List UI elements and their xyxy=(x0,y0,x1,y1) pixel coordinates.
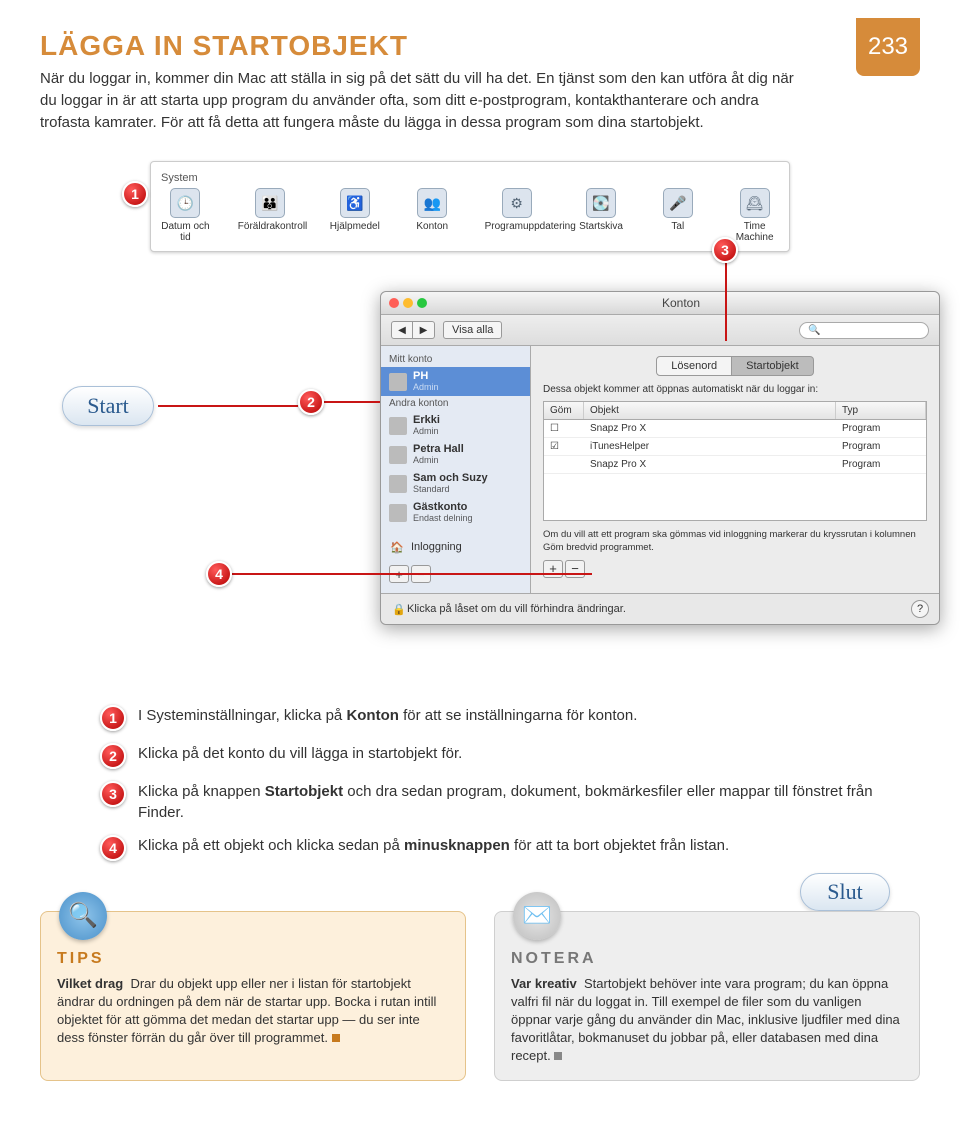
step-marker-1: 1 xyxy=(100,705,126,731)
my-account-label: Mitt konto xyxy=(381,352,530,367)
startup-table: Göm Objekt Typ ☐Snapz Pro XProgram ☑iTun… xyxy=(543,401,927,521)
table-row[interactable]: ☐Snapz Pro XProgram xyxy=(544,420,926,438)
lock-icon[interactable]: 🔒 xyxy=(391,601,407,617)
step-4-text: Klicka på ett objekt och klicka sedan på… xyxy=(138,835,729,856)
sys-parental[interactable]: 👪Föräldrakontroll xyxy=(238,188,302,243)
tips-body: Vilket drag Drar du objekt upp eller ner… xyxy=(57,975,449,1048)
magnifier-icon: 🔍 xyxy=(59,892,107,940)
tab-startup[interactable]: Startobjekt xyxy=(732,356,814,376)
start-badge: Start xyxy=(62,386,154,426)
step-1-text: I Systeminställningar, klicka på Konton … xyxy=(138,705,637,726)
step-3-text: Klicka på knappen Startobjekt och dra se… xyxy=(138,781,880,823)
end-square-icon xyxy=(332,1034,340,1042)
tips-heading: TIPS xyxy=(57,948,449,970)
accounts-sidebar: Mitt konto PHAdmin Andra konton ErkkiAdm… xyxy=(381,346,531,593)
tips-box: 🔍 TIPS Vilket drag Drar du objekt upp el… xyxy=(40,911,466,1080)
redline-2a xyxy=(158,405,298,407)
account-guest[interactable]: GästkontoEndast delning xyxy=(381,498,530,527)
notera-heading: NOTERA xyxy=(511,948,903,970)
table-row[interactable]: ☑iTunesHelperProgram xyxy=(544,438,926,456)
zoom-icon[interactable] xyxy=(417,298,427,308)
search-input[interactable]: 🔍 xyxy=(799,322,929,339)
redline-2b xyxy=(324,401,380,403)
hide-hint: Om du vill att ett program ska gömmas vi… xyxy=(543,529,927,554)
marker-3: 3 xyxy=(712,237,738,263)
system-panel: System 🕒Datum och tid 👪Föräldrakontroll … xyxy=(150,161,790,252)
screenshot-area: System 🕒Datum och tid 👪Föräldrakontroll … xyxy=(40,161,920,681)
step-marker-4: 4 xyxy=(100,835,126,861)
slut-badge: Slut xyxy=(800,873,890,911)
account-ph[interactable]: PHAdmin xyxy=(381,367,530,396)
marker-1: 1 xyxy=(122,181,148,207)
window-title: Konton xyxy=(431,296,931,310)
nav-back-forward[interactable]: ◀▶ xyxy=(391,321,435,339)
marker-4: 4 xyxy=(206,561,232,587)
lock-text: Klicka på låset om du vill förhindra änd… xyxy=(407,603,626,615)
help-icon[interactable]: ? xyxy=(911,600,929,618)
step-2-text: Klicka på det konto du vill lägga in sta… xyxy=(138,743,462,764)
tab-password[interactable]: Lösenord xyxy=(656,356,732,376)
startup-desc: Dessa objekt kommer att öppnas automatis… xyxy=(543,384,927,395)
intro-text: När du loggar in, kommer din Mac att stä… xyxy=(40,68,810,133)
login-options[interactable]: 🏠Inloggning xyxy=(381,533,530,561)
table-row[interactable]: Snapz Pro XProgram xyxy=(544,456,926,474)
account-sam[interactable]: Sam och SuzyStandard xyxy=(381,469,530,498)
system-section-label: System xyxy=(161,172,779,184)
step-marker-3: 3 xyxy=(100,781,126,807)
close-icon[interactable] xyxy=(389,298,399,308)
step-marker-2: 2 xyxy=(100,743,126,769)
sys-startdisk[interactable]: 💽Startskiva xyxy=(577,188,626,243)
accounts-main: Lösenord Startobjekt Dessa objekt kommer… xyxy=(531,346,939,593)
col-type: Typ xyxy=(836,402,926,419)
redline-4 xyxy=(232,573,592,575)
other-accounts-label: Andra konton xyxy=(381,396,530,411)
sys-accounts[interactable]: 👥Konton xyxy=(408,188,457,243)
sys-timemachine[interactable]: 🕰Time Machine xyxy=(730,188,779,243)
notera-box: ✉️ NOTERA Var kreativ Startobjekt behöve… xyxy=(494,911,920,1080)
system-icons-row: 🕒Datum och tid 👪Föräldrakontroll ♿Hjälpm… xyxy=(161,188,779,243)
steps-list: 1 I Systeminställningar, klicka på Konton… xyxy=(100,705,920,861)
page-title: LÄGGA IN STARTOBJEKT xyxy=(40,30,920,62)
marker-2: 2 xyxy=(298,389,324,415)
redline-3 xyxy=(725,263,727,341)
window-footer: 🔒 Klicka på låset om du vill förhindra ä… xyxy=(381,593,939,624)
envelope-icon: ✉️ xyxy=(513,892,561,940)
sys-accessibility[interactable]: ♿Hjälpmedel xyxy=(330,188,380,243)
col-hide: Göm xyxy=(544,402,584,419)
notera-body: Var kreativ Startobjekt behöver inte var… xyxy=(511,975,903,1066)
account-petra[interactable]: Petra HallAdmin xyxy=(381,440,530,469)
end-square-icon xyxy=(554,1052,562,1060)
page-number-badge: 233 xyxy=(856,18,920,76)
col-object: Objekt xyxy=(584,402,836,419)
sys-update[interactable]: ⚙Programuppdatering xyxy=(485,188,549,243)
account-erkki[interactable]: ErkkiAdmin xyxy=(381,411,530,440)
sys-datetime[interactable]: 🕒Datum och tid xyxy=(161,188,210,243)
show-all-button[interactable]: Visa alla xyxy=(443,321,502,339)
forward-icon: ▶ xyxy=(413,321,435,339)
minimize-icon[interactable] xyxy=(403,298,413,308)
back-icon: ◀ xyxy=(391,321,413,339)
titlebar: Konton xyxy=(381,292,939,315)
toolbar: ◀▶ Visa alla 🔍 xyxy=(381,315,939,346)
sys-speech[interactable]: 🎤Tal xyxy=(653,188,702,243)
